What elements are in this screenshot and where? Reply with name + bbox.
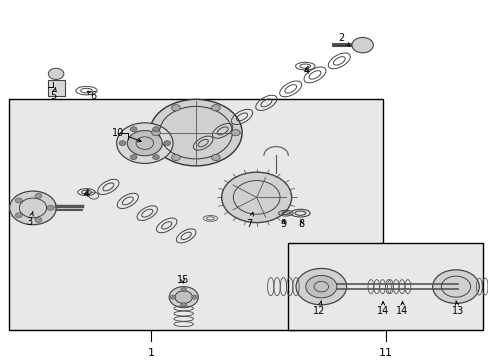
- Circle shape: [171, 154, 180, 161]
- Text: 14: 14: [376, 302, 388, 316]
- Circle shape: [152, 155, 159, 159]
- Text: 6: 6: [87, 91, 97, 101]
- Text: 8: 8: [298, 219, 305, 229]
- Bar: [9, 99, 382, 330]
- Text: 15: 15: [176, 275, 188, 285]
- Circle shape: [10, 191, 56, 225]
- Text: 4: 4: [83, 189, 89, 199]
- Circle shape: [130, 127, 137, 132]
- Text: 3: 3: [26, 211, 33, 227]
- Text: 7: 7: [246, 212, 253, 229]
- Circle shape: [432, 270, 478, 303]
- Circle shape: [130, 155, 137, 159]
- Circle shape: [231, 130, 240, 136]
- Circle shape: [191, 295, 197, 299]
- Circle shape: [181, 287, 186, 292]
- Circle shape: [35, 193, 41, 198]
- Circle shape: [48, 68, 64, 80]
- Circle shape: [116, 123, 173, 163]
- Text: 5: 5: [50, 88, 57, 101]
- Text: 4: 4: [303, 66, 309, 76]
- Circle shape: [171, 105, 180, 111]
- Circle shape: [149, 99, 242, 166]
- Circle shape: [152, 127, 159, 132]
- Circle shape: [175, 291, 192, 303]
- Circle shape: [119, 141, 125, 145]
- Circle shape: [170, 295, 176, 299]
- Circle shape: [151, 130, 160, 136]
- Circle shape: [221, 172, 291, 222]
- Circle shape: [211, 154, 220, 161]
- Text: 10: 10: [112, 128, 141, 142]
- Circle shape: [16, 198, 22, 203]
- Text: 13: 13: [451, 301, 464, 316]
- Circle shape: [181, 303, 186, 307]
- Circle shape: [127, 131, 162, 156]
- Text: 9: 9: [280, 219, 286, 229]
- Circle shape: [295, 269, 346, 305]
- Text: 14: 14: [396, 302, 408, 316]
- Circle shape: [305, 275, 336, 298]
- Text: 12: 12: [312, 301, 325, 316]
- Circle shape: [351, 37, 372, 53]
- Text: 11: 11: [378, 348, 392, 358]
- Circle shape: [169, 287, 198, 308]
- Circle shape: [47, 206, 54, 210]
- Circle shape: [16, 213, 22, 218]
- Bar: [287, 243, 482, 330]
- Text: 2: 2: [338, 33, 349, 46]
- Circle shape: [35, 217, 41, 222]
- Circle shape: [211, 105, 220, 111]
- Bar: [47, 80, 64, 96]
- Text: 1: 1: [147, 348, 154, 358]
- Circle shape: [163, 141, 170, 145]
